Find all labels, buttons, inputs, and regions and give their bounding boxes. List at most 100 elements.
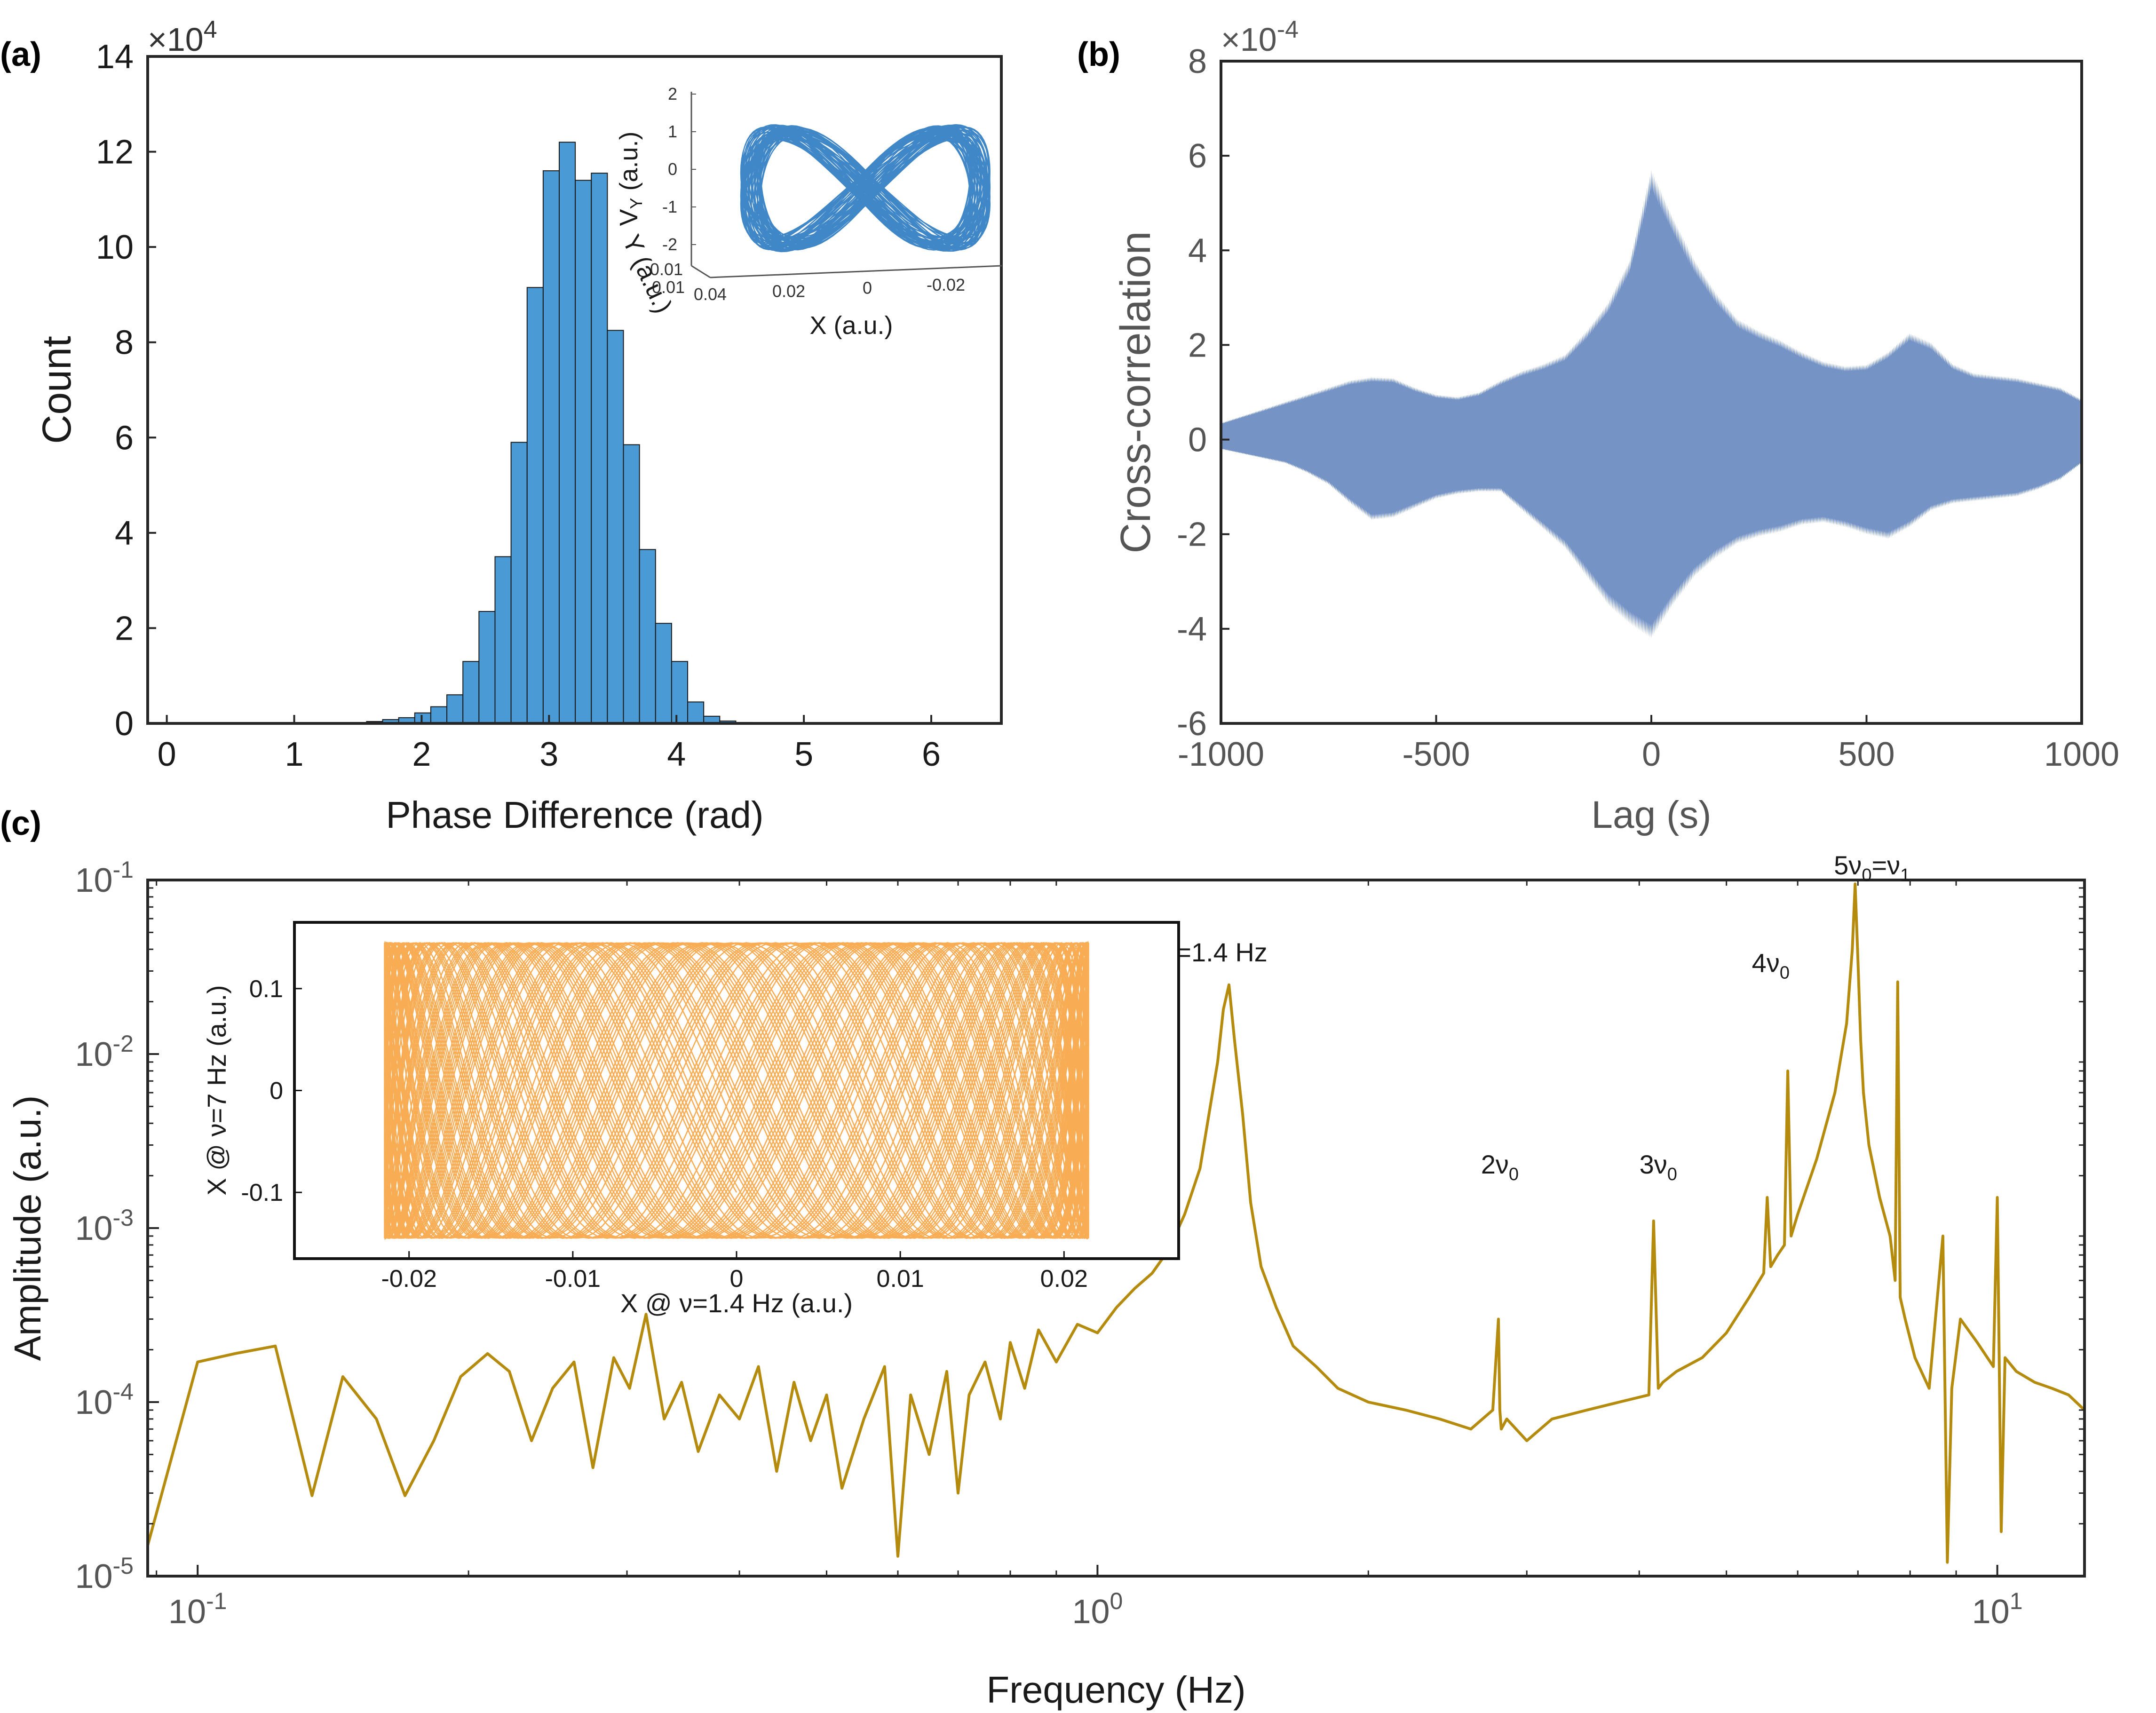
histogram-bar xyxy=(623,444,640,724)
inset-x-tick-label: 0 xyxy=(730,1265,744,1293)
panel-label-c: (c) xyxy=(0,805,41,842)
y-tick-label: 12 xyxy=(96,134,134,171)
y-tick-label: 10-2 xyxy=(75,1031,134,1073)
histogram-bar xyxy=(671,661,689,724)
y-tick-label: 2 xyxy=(115,610,134,647)
histogram-bar xyxy=(462,661,480,724)
x-tick-label: 0 xyxy=(1642,736,1661,773)
axes-box-a xyxy=(146,55,1003,725)
inset-z-ticks: 2 1 0 -1 -2 xyxy=(662,84,696,254)
inset-y-ticks: 0.010.01 xyxy=(650,260,685,297)
inset-y-label-c: X @ ν=7 Hz (a.u.) xyxy=(202,985,231,1195)
histogram-bar xyxy=(494,556,512,724)
y-tick-label: 8 xyxy=(1188,43,1207,80)
inset-x-tick-label: -0.02 xyxy=(927,275,965,294)
inset-x-tick-label: 0.04 xyxy=(694,285,727,304)
y-axis-label-a: Count xyxy=(34,336,79,444)
histogram-bar xyxy=(430,706,448,724)
inset-lissajous-line xyxy=(384,940,1089,1241)
y-axis-label-c: Amplitude (a.u.) xyxy=(7,1095,48,1361)
y-tick-label: 8 xyxy=(115,324,134,362)
y-tick-label: -4 xyxy=(1177,611,1207,648)
inset-trajectory-line xyxy=(740,124,991,253)
inset-x-tick-label: -0.02 xyxy=(381,1265,437,1293)
axis-ticks-b: -1000 -500 0 500 1000 -6 -4 -2 0 2 4 6 8 xyxy=(1177,43,2119,773)
histogram-bar xyxy=(607,330,624,724)
y-tick-label: 2 xyxy=(1188,326,1207,364)
y-exponent-b: ×10-4 xyxy=(1221,16,1299,58)
inset-x-tick-label: 0.01 xyxy=(877,1265,924,1293)
y-axis-label-b: Cross-correlation xyxy=(1112,231,1159,553)
x-tick-label: 3 xyxy=(539,736,558,773)
y-tick-label: 4 xyxy=(1188,232,1207,270)
inset-z-tick-label: 0 xyxy=(668,159,677,179)
x-tick-label: 1000 xyxy=(2044,736,2119,773)
inset-y-tick-label: 0.01 xyxy=(650,260,683,279)
panel-label-b: (b) xyxy=(1077,36,1120,73)
histogram-bars xyxy=(318,142,753,724)
histogram-bar xyxy=(575,180,592,724)
y-tick-label: 10-1 xyxy=(75,856,134,899)
xcorr-envelope-area xyxy=(1221,170,2082,638)
inset-axis-ticks: -0.02 -0.01 0 0.01 0.02 -0.1 0 0.1 xyxy=(241,975,1088,1293)
y-tick-label: -2 xyxy=(1177,516,1207,554)
histogram-bar xyxy=(591,173,608,724)
y-tick-label: 14 xyxy=(96,38,134,76)
y-tick-label: 10 xyxy=(96,229,134,266)
histogram-bar xyxy=(446,694,464,724)
histogram-bar xyxy=(478,611,496,724)
histogram-bar xyxy=(414,712,431,724)
y-exponent-a: ×104 xyxy=(148,16,217,58)
inset-3d-trajectory: 2 1 0 -1 -2 0.04 0.02 0 -0.02 0.010.01 X (a.u.)… xyxy=(615,84,1002,340)
peak-annotation: 4ν0 xyxy=(1752,948,1790,983)
inset-y-tick-label: 0.01 xyxy=(652,278,685,297)
y-tick-label: 4 xyxy=(115,515,134,552)
histogram-bar xyxy=(558,142,576,724)
x-tick-label: -500 xyxy=(1402,736,1470,773)
peak-annotation: 2ν0 xyxy=(1481,1150,1519,1184)
inset-axis-y xyxy=(691,265,711,278)
x-tick-label: 10-1 xyxy=(168,1588,227,1631)
histogram-bar xyxy=(526,287,544,724)
inset-x-label: X (a.u.) xyxy=(809,311,893,340)
y-tick-label: -6 xyxy=(1177,705,1207,743)
inset-x-tick-label: 0.02 xyxy=(772,281,805,301)
x-tick-label: 0 xyxy=(158,736,176,773)
panel-label-a: (a) xyxy=(0,36,41,73)
y-tick-label: 10-3 xyxy=(75,1205,134,1247)
inset-axis-x xyxy=(710,265,1002,278)
inset-x-tick-label: 0.02 xyxy=(1040,1265,1088,1293)
y-tick-label: 6 xyxy=(1188,137,1207,175)
inset-z-tick-label: -2 xyxy=(662,235,677,254)
y-tick-label: 6 xyxy=(115,419,134,457)
x-tick-label: 6 xyxy=(922,736,941,773)
x-tick-label: 500 xyxy=(1838,736,1894,773)
peak-annotation: 5ν0=ν1 xyxy=(1834,850,1910,885)
peak-annotation: 3ν0 xyxy=(1640,1150,1677,1184)
histogram-bar xyxy=(542,170,560,724)
inset-x-tick-label: 0 xyxy=(863,278,872,298)
x-tick-label: 2 xyxy=(412,736,431,773)
inset-y-tick-label: -0.1 xyxy=(241,1179,283,1206)
histogram-bar xyxy=(639,549,656,724)
x-axis-label-a: Phase Difference (rad) xyxy=(386,794,763,836)
axis-ticks-c: 10-1 100 101 10-5 10-4 10-3 10-2 10-1 xyxy=(75,856,2085,1631)
inset-z-label: VY (a.u.) xyxy=(615,131,646,226)
x-axis-label-b: Lag (s) xyxy=(1591,793,1711,836)
inset-x-tick-label: -0.01 xyxy=(545,1265,601,1293)
histogram-bar xyxy=(687,701,705,724)
y-tick-label: 10-5 xyxy=(75,1553,134,1595)
x-tick-label: -1000 xyxy=(1178,736,1264,773)
inset-x-label-c: X @ ν=1.4 Hz (a.u.) xyxy=(620,1288,853,1318)
x-tick-label: 4 xyxy=(667,736,686,773)
x-tick-label: 100 xyxy=(1072,1588,1123,1631)
x-axis-label-c: Frequency (Hz) xyxy=(986,1669,1245,1711)
inset-x-ticks: 0.04 0.02 0 -0.02 xyxy=(694,275,965,304)
inset-z-tick-label: -1 xyxy=(662,197,677,216)
histogram-bar xyxy=(655,623,672,724)
